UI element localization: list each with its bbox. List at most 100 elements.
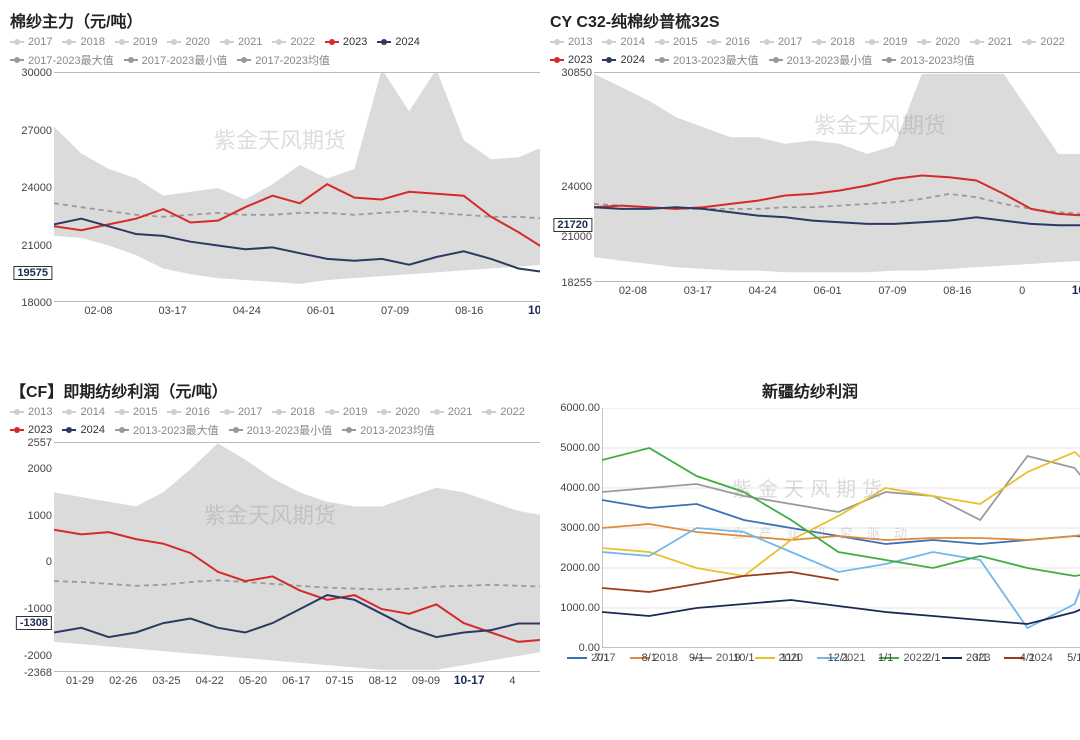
x-tick-label: 03-17	[159, 305, 187, 317]
legend-item: 2013-2023最大值	[115, 422, 219, 438]
x-tick-label: 06-17	[282, 675, 310, 687]
legend-item: 2013-2023最小值	[229, 422, 333, 438]
legend-item: 2013	[10, 406, 52, 418]
legend-item: 2022	[272, 36, 314, 48]
legend-item: 2017-2023最小值	[124, 52, 228, 68]
legend-item: 2018	[272, 406, 314, 418]
legend-item: 2019	[325, 406, 367, 418]
legend-item: 2017-2023均值	[237, 52, 330, 68]
panel-cotton-yarn-main: 棉纱主力（元/吨） 201720182019202020212022202320…	[0, 0, 540, 370]
legend-item: 2017	[10, 36, 52, 48]
y-tick-label: 1000	[28, 510, 52, 522]
panel1-legend: 2017 2018 2019 2020 2021 2022 2023 2024 2017-202…	[10, 36, 530, 68]
y-tick-label: 24000	[561, 181, 592, 193]
x-tick-label: 3/1	[973, 652, 988, 664]
legend-item: 2021	[220, 36, 262, 48]
y-tick-label: 27000	[21, 125, 52, 137]
x-tick-label: 10/1	[733, 652, 754, 664]
legend-item: 2015	[115, 406, 157, 418]
legend-item: 2017	[220, 406, 262, 418]
x-tick-label: 02-08	[619, 285, 647, 297]
legend-item: 2018	[812, 36, 854, 48]
x-tick-label: 03-17	[684, 285, 712, 297]
x-tick-label: 04-24	[233, 305, 261, 317]
panel1-title: 棉纱主力（元/吨）	[10, 8, 530, 32]
y-tick-label: 18000	[21, 297, 52, 309]
x-tick-label: 12/1	[828, 652, 849, 664]
legend-item: 2016	[707, 36, 749, 48]
legend-item: 2013-2023均值	[342, 422, 435, 438]
legend-item: 2014	[602, 36, 644, 48]
x-tick-label: 06-01	[813, 285, 841, 297]
y-tick-label: 2000	[28, 463, 52, 475]
panel3-legend: 2013 2014 2015 2016 2017 2018 2019 2020 2021 2022…	[10, 406, 530, 438]
x-tick-label: 8/1	[642, 652, 657, 664]
legend-item: 2020	[167, 36, 209, 48]
x-tick-label: 07-15	[325, 675, 353, 687]
legend-item: 2024	[62, 422, 104, 438]
x-tick-label: 07-09	[878, 285, 906, 297]
x-tick-label: 01-29	[66, 675, 94, 687]
x-tick-label: 05-20	[239, 675, 267, 687]
legend-item: 2021	[970, 36, 1012, 48]
panel3-title: 【CF】即期纺纱利润（元/吨）	[10, 378, 530, 402]
legend-item: 2024	[602, 52, 644, 68]
y-tick-label: 18255	[561, 277, 592, 289]
legend-item: 2015	[655, 36, 697, 48]
y-tick-label: 6000.00	[560, 402, 600, 414]
y-tick-label: 2557	[28, 437, 52, 449]
legend-item: 2014	[62, 406, 104, 418]
x-tick-label: 10-17	[1072, 283, 1080, 297]
legend-item: 2021	[430, 406, 472, 418]
legend-item: 2013-2023均值	[882, 52, 975, 68]
x-tick-label: 08-16	[455, 305, 483, 317]
y-tick-label: 3000.00	[560, 522, 600, 534]
legend-item: 2019	[865, 36, 907, 48]
legend-item: 2019	[115, 36, 157, 48]
panel-cf-spot-profit: 【CF】即期纺纱利润（元/吨） 2013 2014 2015 2016 2017 2018…	[0, 370, 540, 740]
panel4-legend: 20172018201920202021202220232024	[550, 652, 1070, 664]
current-value-box: 21720	[553, 218, 592, 232]
legend-item: 2023	[10, 422, 52, 438]
x-tick-label: 9/1	[689, 652, 704, 664]
x-tick-label: 02-26	[109, 675, 137, 687]
legend-item: 2022	[482, 406, 524, 418]
legend-item: 2024	[377, 36, 419, 48]
legend-item: 2017	[760, 36, 802, 48]
legend-item: 2023	[550, 52, 592, 68]
y-tick-label: 4000.00	[560, 482, 600, 494]
current-value-box: -1308	[16, 616, 52, 630]
legend-item: 2023	[325, 36, 367, 48]
panel2-title: CY C32-纯棉纱普梳32S	[550, 8, 1070, 32]
x-tick-label: 06-01	[307, 305, 335, 317]
legend-item: 2013	[550, 36, 592, 48]
x-tick-label: 0	[1019, 285, 1025, 297]
y-tick-label: 2000.00	[560, 562, 600, 574]
x-tick-label: 04-22	[196, 675, 224, 687]
legend-item: 2013-2023最小值	[769, 52, 873, 68]
x-tick-label: 07-09	[381, 305, 409, 317]
y-tick-label: -2368	[24, 667, 52, 679]
x-tick-label: 02-08	[84, 305, 112, 317]
legend-item: 2016	[167, 406, 209, 418]
x-tick-label: 1/1	[878, 652, 893, 664]
legend-item: 2018	[62, 36, 104, 48]
panel4-plot: 紫金天风期货 立产业研究驱动 0.001000.002000.003000.00…	[602, 408, 1080, 648]
legend-item: 2020	[377, 406, 419, 418]
legend-item: 2022	[1022, 36, 1064, 48]
x-tick-label: 7/1	[594, 652, 609, 664]
panel2-legend: 2013201420152016201720182019202020212022…	[550, 36, 1070, 68]
y-tick-label: 5000.00	[560, 442, 600, 454]
panel-cy-c32: CY C32-纯棉纱普梳32S 2013 2014 2015 2016 2017 2018…	[540, 0, 1080, 370]
x-tick-label: 08-16	[943, 285, 971, 297]
y-tick-label: 1000.00	[560, 602, 600, 614]
current-value-box: 19575	[13, 266, 52, 280]
x-tick-label: 4/1	[1020, 652, 1035, 664]
x-tick-label: 09-09	[412, 675, 440, 687]
panel-xinjiang-profit: 新疆纺纱利润 紫金天风期货 立产业研究驱动 0.001000.002000.00…	[540, 370, 1080, 740]
x-tick-label: 11/1	[781, 652, 802, 664]
x-tick-label: 10-17	[454, 673, 485, 687]
x-tick-label: 5/1	[1067, 652, 1080, 664]
y-tick-label: 24000	[21, 182, 52, 194]
legend-item: 2017-2023最大值	[10, 52, 114, 68]
